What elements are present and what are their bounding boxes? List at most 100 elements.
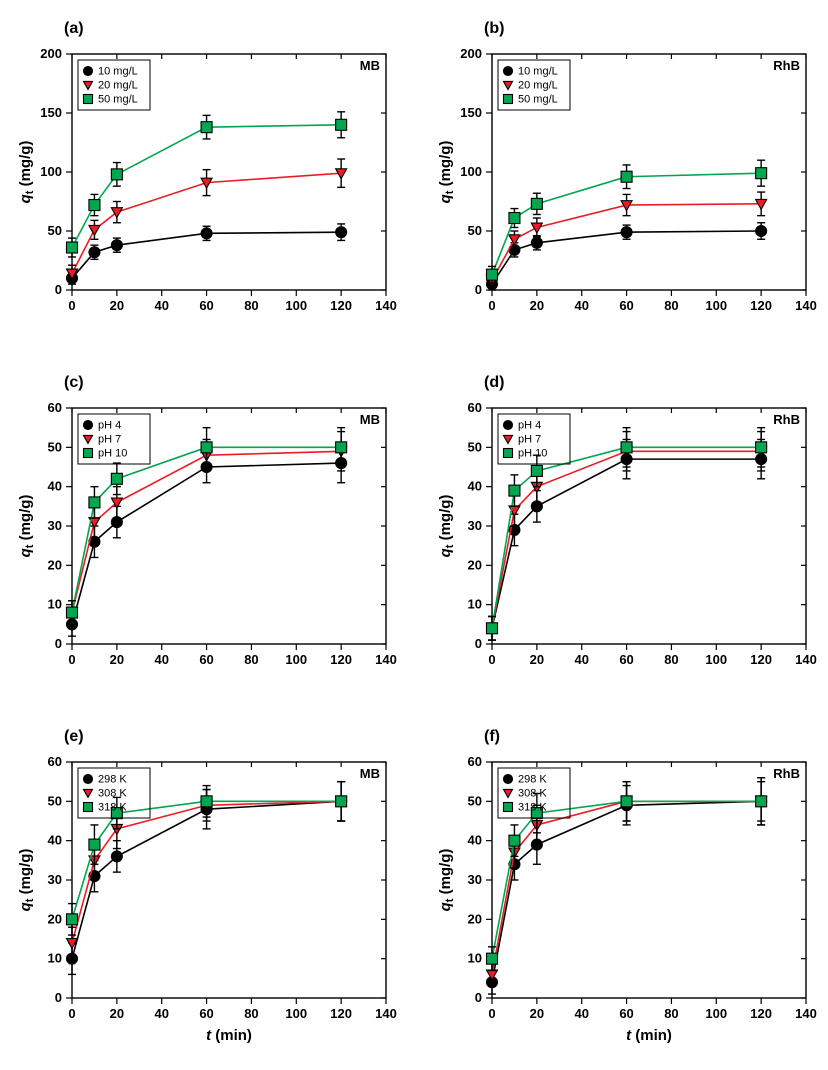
y-tick-label: 10 xyxy=(48,951,62,966)
legend-label: pH 7 xyxy=(518,434,541,446)
x-tick-label: 140 xyxy=(795,652,817,667)
y-axis-title: qt (mg/g) xyxy=(17,495,36,558)
panel-f: (f)0204060801001201400102030405060298 K3… xyxy=(430,728,820,1050)
y-tick-label: 50 xyxy=(468,793,482,808)
legend-label: 20 mg/L xyxy=(98,80,138,92)
x-tick-label: 60 xyxy=(619,1006,633,1021)
corner-label: MB xyxy=(360,412,380,427)
x-tick-label: 100 xyxy=(705,1006,727,1021)
x-tick-label: 20 xyxy=(110,652,124,667)
x-tick-label: 140 xyxy=(375,298,397,313)
x-tick-label: 20 xyxy=(110,298,124,313)
y-tick-label: 30 xyxy=(48,518,62,533)
legend-label: pH 7 xyxy=(98,434,121,446)
y-tick-label: 30 xyxy=(48,872,62,887)
x-tick-label: 120 xyxy=(330,1006,352,1021)
y-tick-label: 10 xyxy=(48,597,62,612)
x-tick-label: 0 xyxy=(488,652,495,667)
x-tick-label: 60 xyxy=(619,652,633,667)
x-tick-label: 80 xyxy=(664,298,678,313)
chart-c: 0204060801001201400102030405060pH 4pH 7p… xyxy=(10,396,400,696)
legend-label: 318 K xyxy=(98,802,127,814)
x-tick-label: 100 xyxy=(285,1006,307,1021)
y-tick-label: 0 xyxy=(55,282,62,297)
y-tick-label: 50 xyxy=(48,223,62,238)
panel-b: (b)02040608010012014005010015020010 mg/L… xyxy=(430,20,820,342)
legend-label: 10 mg/L xyxy=(518,66,558,78)
y-tick-label: 0 xyxy=(475,990,482,1005)
panel-a: (a)02040608010012014005010015020010 mg/L… xyxy=(10,20,400,342)
x-tick-label: 40 xyxy=(154,1006,168,1021)
y-tick-label: 50 xyxy=(468,439,482,454)
x-tick-label: 120 xyxy=(330,298,352,313)
y-tick-label: 50 xyxy=(468,223,482,238)
y-axis-title: qt (mg/g) xyxy=(437,495,456,558)
y-axis-title: qt (mg/g) xyxy=(437,141,456,204)
x-tick-label: 80 xyxy=(244,652,258,667)
y-tick-label: 60 xyxy=(48,400,62,415)
y-tick-label: 60 xyxy=(48,754,62,769)
x-tick-label: 140 xyxy=(375,1006,397,1021)
legend-label: pH 4 xyxy=(518,420,541,432)
panel-c: (c)0204060801001201400102030405060pH 4pH… xyxy=(10,374,400,696)
y-tick-label: 0 xyxy=(55,636,62,651)
y-tick-label: 100 xyxy=(40,164,62,179)
y-tick-label: 100 xyxy=(460,164,482,179)
x-tick-label: 120 xyxy=(750,1006,772,1021)
y-tick-label: 10 xyxy=(468,597,482,612)
x-tick-label: 60 xyxy=(199,652,213,667)
y-tick-label: 200 xyxy=(40,46,62,61)
corner-label: MB xyxy=(360,766,380,781)
y-tick-label: 20 xyxy=(468,911,482,926)
panel-label: (a) xyxy=(64,20,400,38)
y-tick-label: 40 xyxy=(48,833,62,848)
panel-d: (d)0204060801001201400102030405060pH 4pH… xyxy=(430,374,820,696)
x-tick-label: 80 xyxy=(664,652,678,667)
y-tick-label: 20 xyxy=(48,911,62,926)
series-line xyxy=(492,801,761,974)
figure-grid: (a)02040608010012014005010015020010 mg/L… xyxy=(10,20,818,1050)
x-tick-label: 0 xyxy=(488,298,495,313)
chart-d: 0204060801001201400102030405060pH 4pH 7p… xyxy=(430,396,820,696)
panel-label: (c) xyxy=(64,374,400,392)
y-tick-label: 30 xyxy=(468,518,482,533)
y-tick-label: 200 xyxy=(460,46,482,61)
legend-label: 308 K xyxy=(98,788,127,800)
corner-label: RhB xyxy=(773,766,800,781)
corner-label: RhB xyxy=(773,58,800,73)
legend-label: 10 mg/L xyxy=(98,66,138,78)
panel-label: (b) xyxy=(484,20,820,38)
series-line xyxy=(492,801,761,982)
y-axis-title: qt (mg/g) xyxy=(437,849,456,912)
chart-a: 02040608010012014005010015020010 mg/L20 … xyxy=(10,42,400,342)
panel-label: (d) xyxy=(484,374,820,392)
y-tick-label: 150 xyxy=(460,105,482,120)
x-tick-label: 0 xyxy=(488,1006,495,1021)
y-tick-label: 20 xyxy=(48,557,62,572)
x-tick-label: 0 xyxy=(68,1006,75,1021)
x-tick-label: 20 xyxy=(530,1006,544,1021)
x-tick-label: 40 xyxy=(574,1006,588,1021)
legend-label: 298 K xyxy=(98,774,127,786)
corner-label: RhB xyxy=(773,412,800,427)
x-tick-label: 40 xyxy=(154,298,168,313)
series-line xyxy=(72,463,341,624)
y-tick-label: 60 xyxy=(468,754,482,769)
legend-label: 20 mg/L xyxy=(518,80,558,92)
chart-f: 0204060801001201400102030405060298 K308 … xyxy=(430,750,820,1050)
y-tick-label: 0 xyxy=(475,282,482,297)
legend-label: pH 4 xyxy=(98,420,121,432)
legend-label: pH 10 xyxy=(518,448,547,460)
x-tick-label: 60 xyxy=(199,1006,213,1021)
legend-label: 50 mg/L xyxy=(518,94,558,106)
legend-label: 308 K xyxy=(518,788,547,800)
x-tick-label: 40 xyxy=(574,652,588,667)
x-tick-label: 20 xyxy=(530,652,544,667)
y-tick-label: 150 xyxy=(40,105,62,120)
x-tick-label: 60 xyxy=(199,298,213,313)
y-tick-label: 40 xyxy=(468,479,482,494)
y-tick-label: 40 xyxy=(468,833,482,848)
chart-e: 0204060801001201400102030405060298 K308 … xyxy=(10,750,400,1050)
x-tick-label: 0 xyxy=(68,298,75,313)
y-tick-label: 0 xyxy=(55,990,62,1005)
